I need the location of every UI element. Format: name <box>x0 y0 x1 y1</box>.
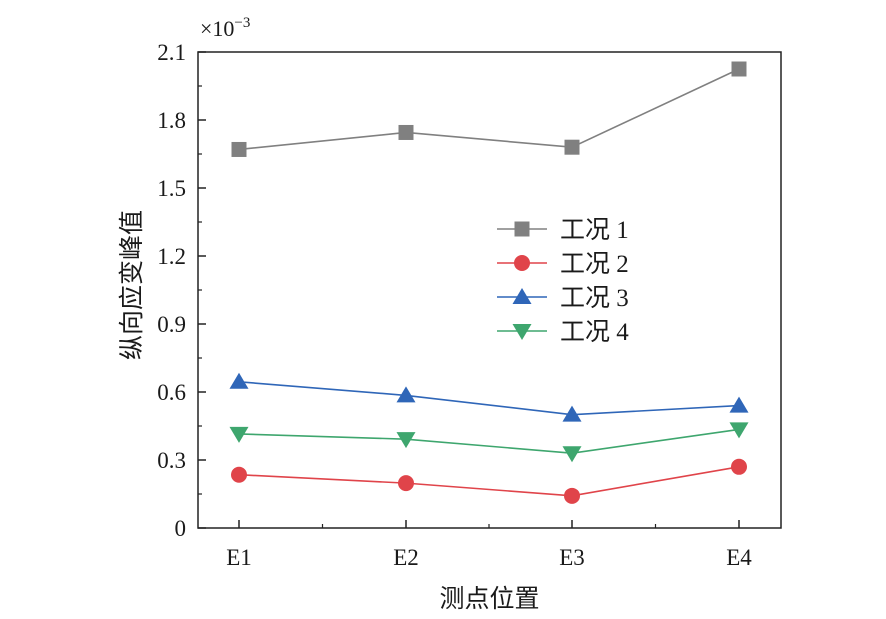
circle-marker <box>231 466 247 483</box>
x-axis-label: 测点位置 <box>439 585 539 613</box>
y-tick-label: 0.9 <box>157 312 186 337</box>
x-tick-label: E1 <box>226 545 252 570</box>
series-4 <box>229 422 749 463</box>
square-marker <box>564 139 580 155</box>
series-line <box>238 428 740 455</box>
y-tick-label: 0.3 <box>157 448 186 473</box>
square-marker <box>398 124 414 140</box>
triangle-up-marker <box>729 396 749 413</box>
triangle-down-marker <box>512 324 532 340</box>
circle-marker <box>731 458 747 475</box>
legend-item: 工况 3 <box>497 285 629 312</box>
legend-item: 工况 2 <box>497 251 629 278</box>
y-tick-labels: 0 0.3 0.6 0.9 1.2 1.5 1.8 2.1 <box>157 40 186 541</box>
x-tick-labels: E1 E2 E3 E4 <box>226 545 752 570</box>
x-tick-label: E3 <box>559 545 585 570</box>
plot-frame <box>197 51 782 529</box>
y-scale-label: ×10−3 <box>200 15 250 41</box>
triangle-down-marker <box>562 446 582 463</box>
y-tick-label: 0.6 <box>157 380 186 405</box>
triangle-down-marker <box>729 422 749 439</box>
y-axis-label: 纵向应变峰值 <box>118 210 146 360</box>
series-2 <box>231 458 747 504</box>
legend-label: 工况 1 <box>560 217 629 244</box>
legend-item: 工况 1 <box>497 217 629 244</box>
series-3 <box>229 372 749 422</box>
legend-label: 工况 3 <box>560 285 629 312</box>
circle-marker <box>398 475 414 492</box>
triangle-down-marker <box>396 432 416 449</box>
triangle-up-marker <box>229 372 249 389</box>
triangle-up-marker <box>562 405 582 422</box>
series-1 <box>231 61 747 157</box>
y-tick-label: 2.1 <box>157 40 186 65</box>
series-line <box>238 68 740 151</box>
y-tick-label: 0 <box>175 516 187 541</box>
legend-item: 工况 4 <box>497 319 629 346</box>
circle-marker <box>564 487 580 504</box>
legend-label: 工况 4 <box>560 319 629 346</box>
triangle-up-marker <box>512 288 532 304</box>
x-tick-label: E4 <box>726 545 752 570</box>
legend: 工况 1 工况 2 工况 3 工况 4 <box>497 217 629 346</box>
circle-marker <box>514 255 530 271</box>
series-line <box>238 466 740 497</box>
y-tick-label: 1.5 <box>157 176 186 201</box>
series-layer <box>229 61 749 504</box>
triangle-down-marker <box>229 426 249 443</box>
axis-ticks <box>198 51 740 529</box>
series-line <box>238 381 740 416</box>
square-marker <box>231 141 247 157</box>
square-marker <box>731 61 747 77</box>
square-marker <box>514 221 530 237</box>
y-tick-label: 1.8 <box>157 108 186 133</box>
triangle-up-marker <box>396 386 416 403</box>
x-tick-label: E2 <box>393 545 419 570</box>
y-tick-label: 1.2 <box>157 244 186 269</box>
legend-label: 工况 2 <box>560 251 629 278</box>
